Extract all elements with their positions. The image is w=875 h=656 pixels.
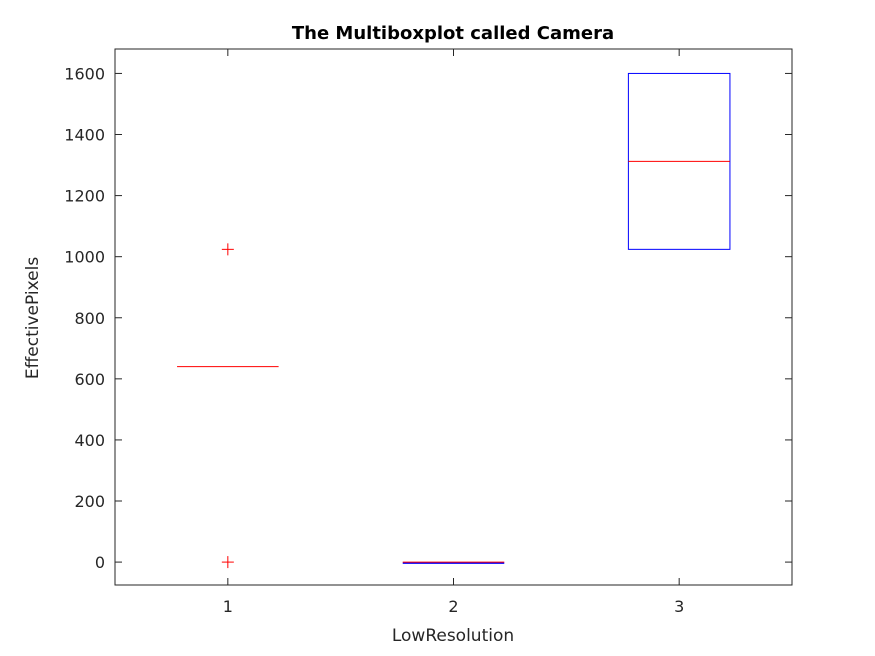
y-axis: 0 200 400 600 800 1000 1200 1400 1600: [64, 64, 792, 572]
y-tick-label: 1200: [64, 187, 105, 206]
chart-title: The Multiboxplot called Camera: [292, 23, 614, 44]
x-axis: 1 2 3: [223, 49, 684, 616]
plot-frame: [114, 48, 793, 586]
y-tick-label: 400: [74, 431, 105, 450]
x-tick-label: 1: [223, 597, 233, 616]
box-2: [402, 561, 505, 564]
plot-area: [114, 48, 793, 586]
boxes: [177, 72, 731, 569]
box-3: [627, 72, 731, 250]
outlier-marker: [221, 556, 234, 569]
y-tick-label: 1000: [64, 248, 105, 267]
y-tick-label: 1400: [64, 126, 105, 145]
y-tick-label: 0: [95, 553, 105, 572]
outlier-marker: [221, 243, 234, 256]
y-axis-label: EffectivePixels: [23, 257, 43, 379]
y-tick-label: 600: [74, 370, 105, 389]
x-axis-label: LowResolution: [392, 626, 514, 646]
box-1: [177, 243, 279, 569]
y-tick-label: 200: [74, 492, 105, 511]
y-tick-label: 1600: [64, 64, 105, 83]
x-tick-label: 3: [674, 597, 684, 616]
y-tick-label: 800: [74, 309, 105, 328]
x-tick-label: 2: [448, 597, 458, 616]
